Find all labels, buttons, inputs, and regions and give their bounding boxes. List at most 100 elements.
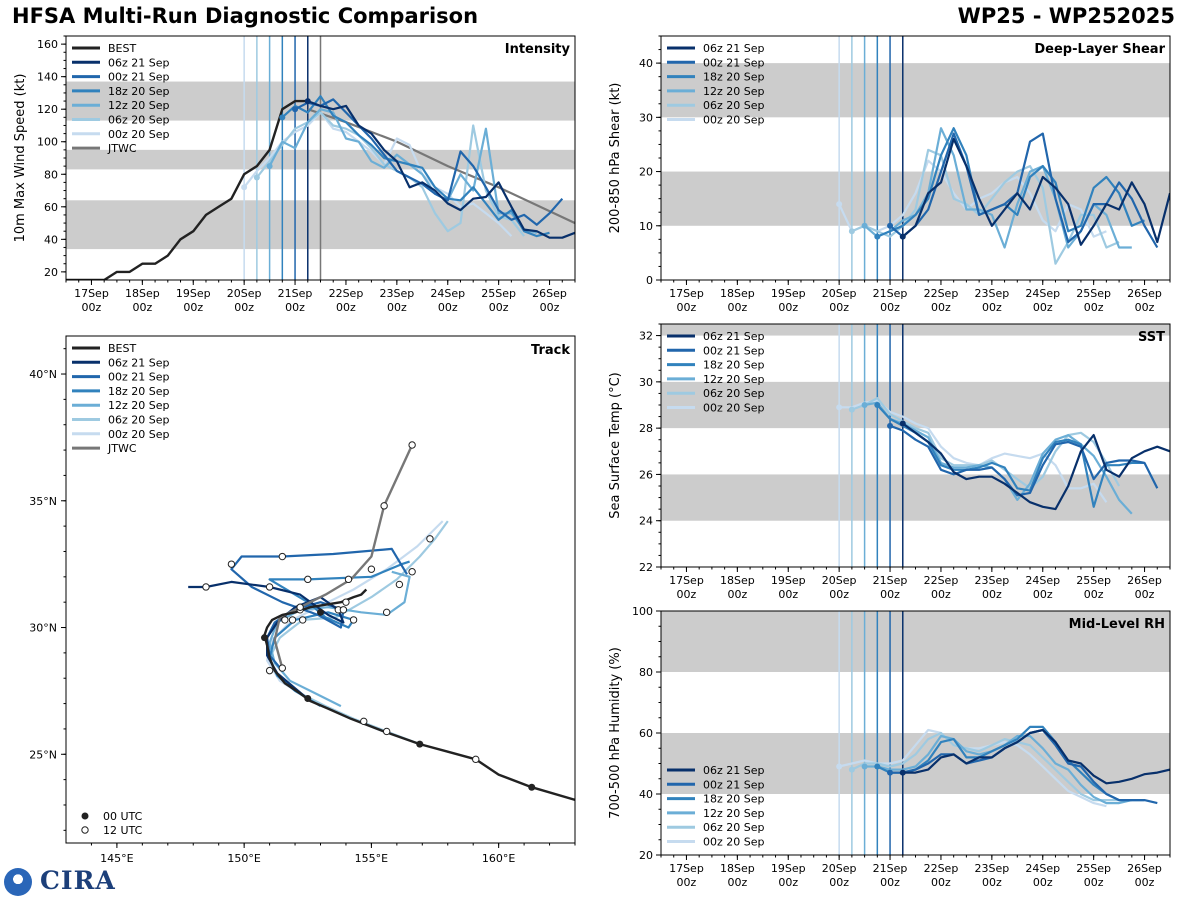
- y-tick-label: 40°N: [29, 368, 57, 381]
- x-tick-label: 20Sep: [227, 287, 262, 300]
- y-tick-label: 80: [44, 168, 58, 181]
- x-tick-label: 00z: [778, 588, 798, 601]
- x-tick-label: 00z: [82, 301, 102, 314]
- x-tick-label: 00z: [1084, 301, 1104, 314]
- y-tick-label: 0: [646, 274, 653, 287]
- x-tick-label: 26Sep: [1127, 287, 1162, 300]
- legend-label: 12z 20 Sep: [703, 807, 765, 820]
- y-tick-label: 20: [639, 166, 653, 179]
- series-start-point: [848, 406, 855, 413]
- series-start-point: [874, 402, 881, 408]
- series-line: [902, 422, 1170, 511]
- x-tick-label: 26Sep: [532, 287, 567, 300]
- best-marker-00utc: [261, 634, 269, 642]
- series-line: [851, 397, 1121, 490]
- y-tick-label: 30°N: [29, 622, 57, 635]
- y-tick-label: 140: [37, 71, 58, 84]
- x-tick-label: 00z: [132, 301, 152, 314]
- track-marker-12utc: [395, 580, 404, 589]
- legend-label: 00z 21 Sep: [703, 778, 765, 791]
- best-marker-12utc: [360, 717, 368, 726]
- marker-legend-label: 12 UTC: [103, 824, 143, 837]
- legend-label: 06z 21 Sep: [108, 56, 170, 69]
- legend-label: 00z 21 Sep: [108, 371, 170, 384]
- x-tick-label: 00z: [931, 588, 951, 601]
- jtwc-marker: [408, 441, 416, 449]
- legend-label: BEST: [108, 42, 136, 55]
- panel-title: SST: [1138, 330, 1165, 345]
- x-tick-label: 00z: [931, 876, 951, 889]
- y-tick-label: 100: [37, 136, 58, 149]
- x-tick-label: 23Sep: [974, 574, 1009, 587]
- x-tick-label: 18Sep: [720, 287, 755, 300]
- y-tick-label: 24: [639, 515, 653, 528]
- x-tick-label: 21Sep: [278, 287, 313, 300]
- x-tick-label: 00z: [727, 301, 747, 314]
- series-start-point: [279, 114, 286, 121]
- series-start-point: [899, 420, 906, 427]
- x-tick-label: 00z: [982, 588, 1002, 601]
- x-tick-label: 145°E: [100, 852, 133, 865]
- x-tick-label: 19Sep: [771, 574, 806, 587]
- x-tick-label: 26Sep: [1127, 862, 1162, 875]
- x-tick-label: 00z: [438, 301, 458, 314]
- x-tick-label: 00z: [1135, 876, 1155, 889]
- x-tick-label: 155°E: [355, 852, 388, 865]
- legend-label: 00z 20 Sep: [703, 402, 765, 415]
- x-tick-label: 00z: [1084, 588, 1104, 601]
- legend-label: 06z 20 Sep: [108, 414, 170, 427]
- x-tick-label: 20Sep: [822, 574, 857, 587]
- series-group: [836, 397, 1170, 515]
- marker-legend-00utc: [81, 812, 89, 820]
- y-tick-label: 40: [44, 233, 58, 246]
- x-tick-label: 22Sep: [924, 862, 959, 875]
- x-tick-label: 23Sep: [974, 862, 1009, 875]
- y-tick-label: 120: [37, 103, 58, 116]
- series-start-point: [836, 201, 843, 208]
- series-start-point: [887, 769, 894, 776]
- legend-label: 06z 20 Sep: [108, 114, 170, 127]
- y-axis-label: Sea Surface Temp (°C): [608, 372, 623, 519]
- x-tick-label: 00z: [489, 301, 509, 314]
- x-tick-label: 00z: [285, 301, 305, 314]
- x-tick-label: 150°E: [227, 852, 260, 865]
- x-tick-label: 00z: [829, 301, 849, 314]
- series-start-point: [887, 222, 894, 229]
- series-start-point: [874, 233, 881, 240]
- legend-label: 12z 20 Sep: [108, 399, 170, 412]
- x-tick-label: 00z: [1033, 588, 1053, 601]
- best-marker-00utc: [317, 608, 324, 616]
- legend-label: 12z 20 Sep: [703, 85, 765, 98]
- x-tick-label: 21Sep: [873, 574, 908, 587]
- series-line: [838, 728, 1107, 808]
- track-marker-12utc: [382, 727, 391, 736]
- series-start-point: [304, 98, 311, 105]
- legend-label: 00z 20 Sep: [108, 128, 170, 141]
- x-tick-label: 00z: [1084, 876, 1104, 889]
- y-tick-label: 40: [639, 788, 653, 801]
- x-tick-label: 00z: [336, 301, 356, 314]
- legend-label: 00z 20 Sep: [108, 428, 170, 441]
- x-tick-label: 24Sep: [1025, 287, 1060, 300]
- y-tick-label: 80: [639, 666, 653, 679]
- x-tick-label: 00z: [540, 301, 560, 314]
- series-line: [889, 132, 1159, 249]
- x-tick-label: 20Sep: [822, 287, 857, 300]
- legend-label: JTWC: [107, 442, 137, 455]
- legend-label: 18z 20 Sep: [703, 793, 765, 806]
- legend-label: 00z 21 Sep: [108, 71, 170, 84]
- x-tick-label: 18Sep: [125, 287, 160, 300]
- x-tick-label: 24Sep: [1025, 574, 1060, 587]
- x-tick-label: 19Sep: [176, 287, 211, 300]
- series-start-point: [836, 404, 843, 411]
- x-tick-label: 23Sep: [974, 287, 1009, 300]
- best-track-line: [263, 588, 575, 802]
- y-tick-label: 60: [44, 201, 58, 214]
- x-tick-label: 19Sep: [771, 287, 806, 300]
- y-tick-label: 20: [639, 849, 653, 862]
- x-tick-label: 00z: [1033, 876, 1053, 889]
- marker-legend-label: 00 UTC: [103, 810, 143, 823]
- y-tick-label: 32: [639, 330, 653, 343]
- jtwc-marker: [344, 575, 353, 584]
